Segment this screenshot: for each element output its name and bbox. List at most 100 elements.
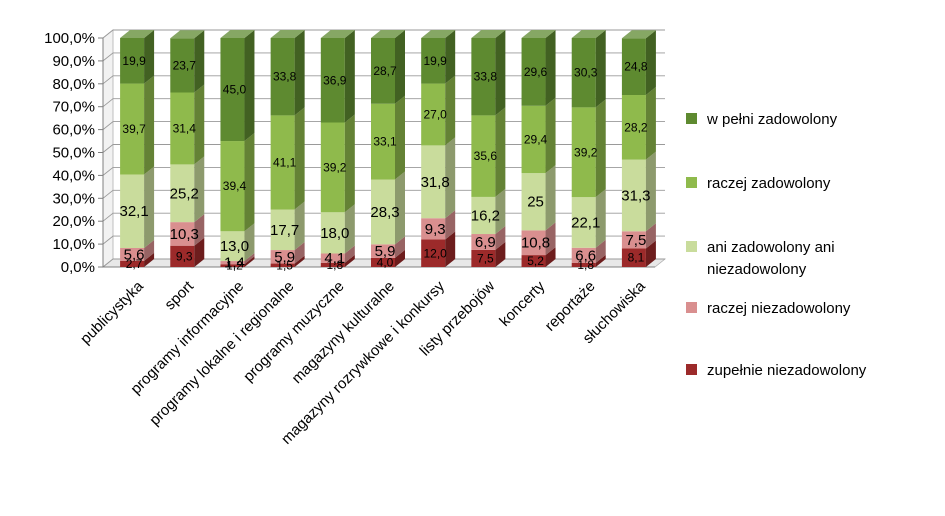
bar-segment [521, 255, 546, 267]
data-label: 5,6 [124, 246, 145, 263]
bar-segment [270, 115, 295, 210]
bar-segment-side [545, 97, 556, 174]
bar-top [120, 30, 155, 38]
bar-segment-side [395, 30, 405, 104]
bar-segment [571, 107, 596, 198]
bar-segment-side [595, 254, 606, 267]
data-label: 13,0 [220, 238, 249, 255]
bar-segment [220, 231, 245, 262]
data-label: 1,8 [326, 258, 343, 272]
data-label: 8,1 [628, 251, 645, 265]
data-label: 19,9 [122, 54, 146, 68]
bar-segment-side [294, 255, 305, 267]
data-label: 4,1 [324, 250, 345, 267]
data-label: 17,7 [270, 222, 299, 239]
bar-segment [471, 38, 496, 116]
bar-segment-side [445, 30, 456, 84]
data-label: 24,8 [624, 60, 648, 74]
gridline [102, 29, 665, 39]
bar-segment-side [645, 30, 656, 96]
data-label: 2,7 [126, 257, 143, 271]
bar-segment-side [194, 237, 205, 267]
bar-segment-side [445, 137, 456, 219]
data-label: 25,2 [170, 185, 199, 202]
bar-segment-side [595, 30, 606, 108]
bar-segment [270, 250, 295, 264]
bar-segment [120, 83, 145, 175]
bar-segment [270, 209, 295, 251]
legend-label-line: ani zadowolony ani [707, 239, 835, 256]
legend-label-line: niezadowolony [707, 261, 807, 278]
bar-segment-side [194, 84, 205, 165]
bar-top [371, 30, 405, 38]
bar-segment-side [144, 75, 155, 175]
bar-segment-side [244, 133, 255, 232]
data-label: 1,4 [224, 255, 245, 272]
bar-segment [170, 38, 195, 93]
bar-segment [220, 264, 245, 267]
bar-segment-side [294, 30, 305, 116]
bar-segment [621, 38, 646, 96]
bar-segment-side [395, 171, 405, 245]
bar-segment-side [495, 241, 506, 267]
y-tick-label: 20,0% [52, 213, 95, 230]
data-label: 30,3 [574, 66, 598, 80]
bar-segment [371, 103, 395, 180]
data-label: 10,3 [170, 226, 199, 243]
bar-segment-side [144, 252, 155, 267]
data-label: 12,0 [424, 246, 448, 260]
data-label: 5,2 [527, 254, 544, 268]
bar-segment [120, 38, 145, 84]
bar-segment-side [244, 253, 255, 265]
bar-segment [571, 262, 596, 267]
bar-segment-side [545, 30, 556, 106]
data-label: 9,3 [176, 249, 193, 263]
y-tick-label: 60,0% [52, 122, 95, 139]
data-label: 33,8 [474, 70, 498, 84]
bar-segment-side [545, 165, 556, 231]
bar-top [471, 30, 506, 38]
bar-segment [471, 196, 496, 235]
bar-segment-side [194, 156, 205, 223]
data-label: 28,7 [373, 64, 397, 78]
bar-segment [320, 212, 345, 254]
bar-segment-side [344, 114, 355, 213]
legend-label-line: zupełnie niezadowolony [707, 362, 867, 379]
bar-top [621, 30, 656, 39]
bar-segment [421, 218, 446, 240]
bar-top [170, 30, 205, 39]
bar-segment [521, 173, 546, 231]
bar-segment-side [344, 254, 355, 267]
legend-label-line: w pełni zadowolony [706, 111, 838, 128]
legend-swatch [686, 113, 697, 124]
legend-swatch [686, 302, 697, 313]
bar-segment [120, 174, 145, 248]
data-label: 7,5 [625, 232, 646, 249]
data-label: 39,4 [223, 179, 247, 193]
bar-segment-side [545, 222, 556, 256]
data-label: 39,7 [122, 122, 146, 136]
bar-segment-side [344, 204, 355, 254]
bar-segment-side [445, 210, 456, 240]
data-label: 29,6 [524, 65, 548, 79]
bar-segment-side [194, 214, 205, 246]
bar-segment-side [144, 239, 155, 261]
data-label: 28,2 [624, 120, 648, 134]
data-label: 1,2 [226, 259, 243, 273]
y-tick-label: 0,0% [61, 259, 95, 276]
bar-segment-side [344, 245, 355, 263]
x-tick-label: koncerty [496, 277, 548, 329]
data-label: 1,5 [276, 258, 293, 272]
bar-top [270, 30, 305, 38]
bar-segment [220, 141, 245, 232]
y-tick-label: 10,0% [52, 236, 95, 253]
y-axis: 0,0% 10,0% 20,0% 30,0% 40,0% 50,0% 60,0% 70,0% 8… [44, 30, 655, 276]
bar-segment [270, 263, 295, 267]
legend-label-line: raczej niezadowolony [707, 300, 851, 317]
data-label: 1,8 [577, 258, 594, 272]
bar-segment [220, 261, 245, 265]
bar-segment [371, 38, 395, 104]
data-label: 10,8 [521, 235, 550, 252]
bar-segment [521, 38, 546, 106]
